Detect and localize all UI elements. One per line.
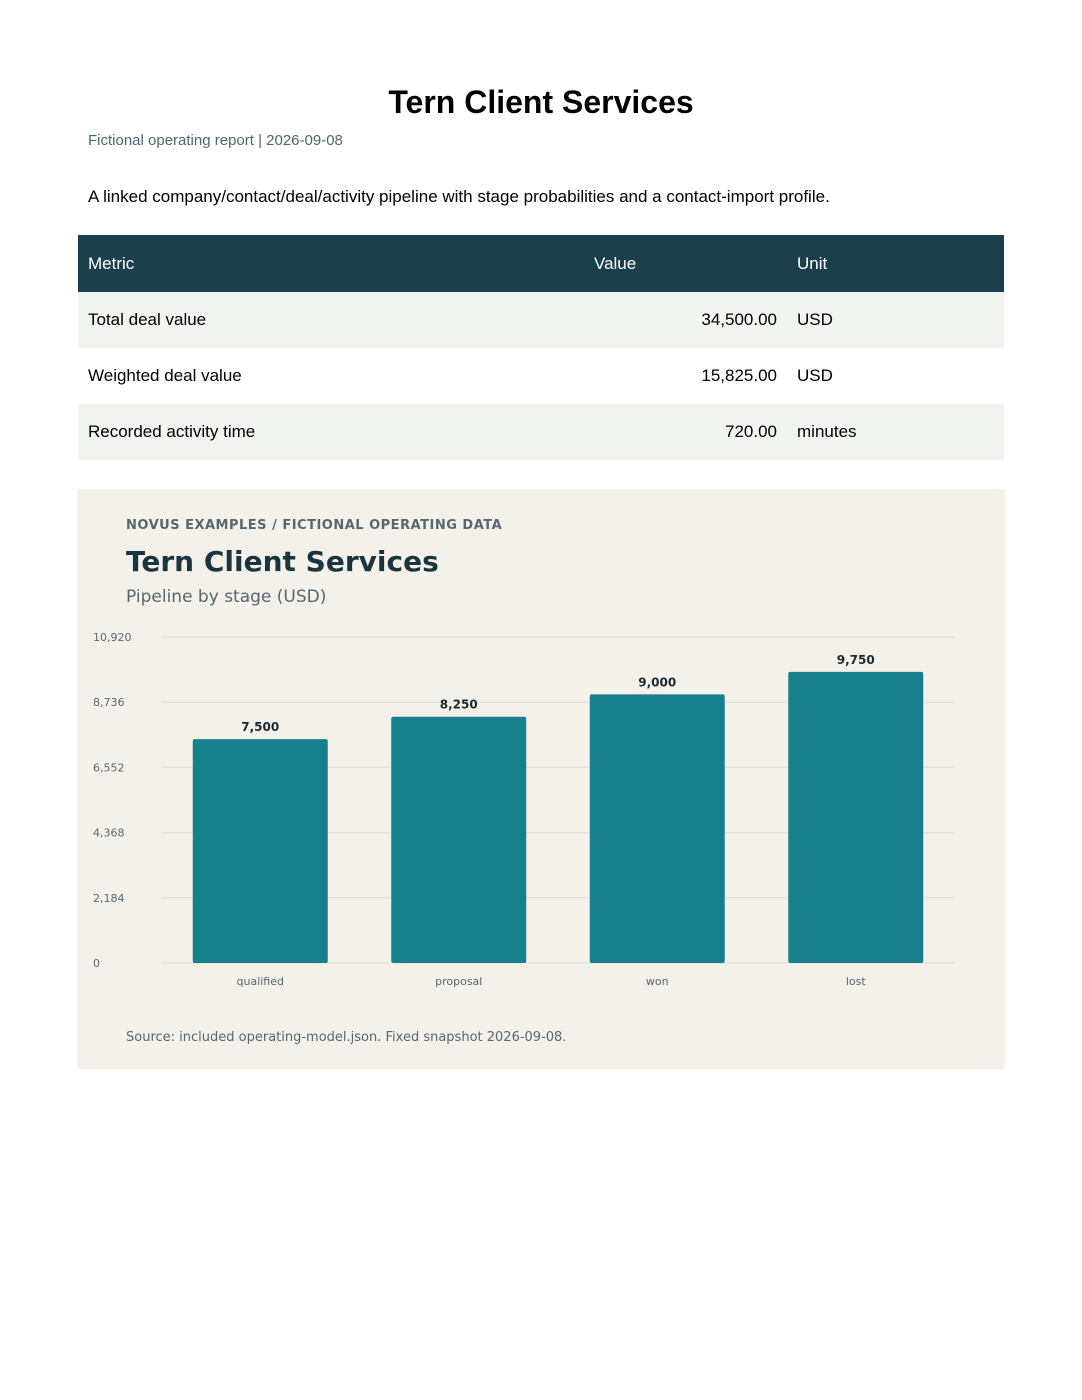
unit-cell: USD xyxy=(787,292,1004,348)
metric-column-header: Metric xyxy=(78,235,584,292)
bar-chart: 0 2,184 4,368 6,552 8,736 10,920 7,500 qualifie… xyxy=(93,631,955,988)
chart-subtitle: Pipeline by stage (USD) xyxy=(126,587,327,607)
report-description: A linked company/contact/deal/activity p… xyxy=(88,187,830,206)
chart-kicker: NOVUS EXAMPLES / FICTIONAL OPERATING DAT… xyxy=(126,518,503,533)
bar-value-label: 9,750 xyxy=(837,653,875,667)
bar-won xyxy=(589,694,725,963)
bar-value-label: 9,000 xyxy=(638,675,676,689)
bar-value-label: 8,250 xyxy=(440,698,478,712)
bar-lost xyxy=(788,671,924,963)
y-tick-label: 0 xyxy=(93,957,100,970)
x-tick-label: lost xyxy=(846,975,867,988)
table-row: Total deal value 34,500.00 USD xyxy=(78,292,1004,348)
y-tick-label: 2,184 xyxy=(93,892,125,905)
metrics-table-header-row: Metric Value Unit xyxy=(78,235,1004,292)
bar-proposal xyxy=(391,716,527,963)
table-row: Recorded activity time 720.00 minutes xyxy=(78,404,1004,460)
y-tick-label: 10,920 xyxy=(93,631,132,644)
unit-cell: minutes xyxy=(787,404,1004,460)
value-cell: 34,500.00 xyxy=(584,292,787,348)
table-row: Weighted deal value 15,825.00 USD xyxy=(78,348,1004,404)
bar-qualified xyxy=(192,739,328,963)
x-tick-label: proposal xyxy=(435,975,482,988)
unit-cell: USD xyxy=(787,348,1004,404)
metric-cell: Weighted deal value xyxy=(78,348,584,404)
y-tick-label: 6,552 xyxy=(93,761,125,774)
y-tick-label: 4,368 xyxy=(93,827,125,840)
report-subtitle: Fictional operating report | 2026-09-08 xyxy=(88,132,343,149)
unit-column-header: Unit xyxy=(787,235,1004,292)
bar-value-label: 7,500 xyxy=(241,720,279,734)
x-tick-label: won xyxy=(646,975,669,988)
value-cell: 15,825.00 xyxy=(584,348,787,404)
chart-card: NOVUS EXAMPLES / FICTIONAL OPERATING DAT… xyxy=(77,489,1005,1069)
chart-title: Tern Client Services xyxy=(126,545,439,578)
chart-source-note: Source: included operating-model.json. F… xyxy=(126,1030,567,1045)
x-tick-label: qualified xyxy=(237,975,285,988)
metrics-table: Metric Value Unit Total deal value 34,50… xyxy=(78,235,1004,460)
value-column-header: Value xyxy=(584,235,787,292)
report-title: Tern Client Services xyxy=(388,84,694,120)
metric-cell: Recorded activity time xyxy=(78,404,584,460)
value-cell: 720.00 xyxy=(584,404,787,460)
y-tick-label: 8,736 xyxy=(93,696,125,709)
metric-cell: Total deal value xyxy=(78,292,584,348)
